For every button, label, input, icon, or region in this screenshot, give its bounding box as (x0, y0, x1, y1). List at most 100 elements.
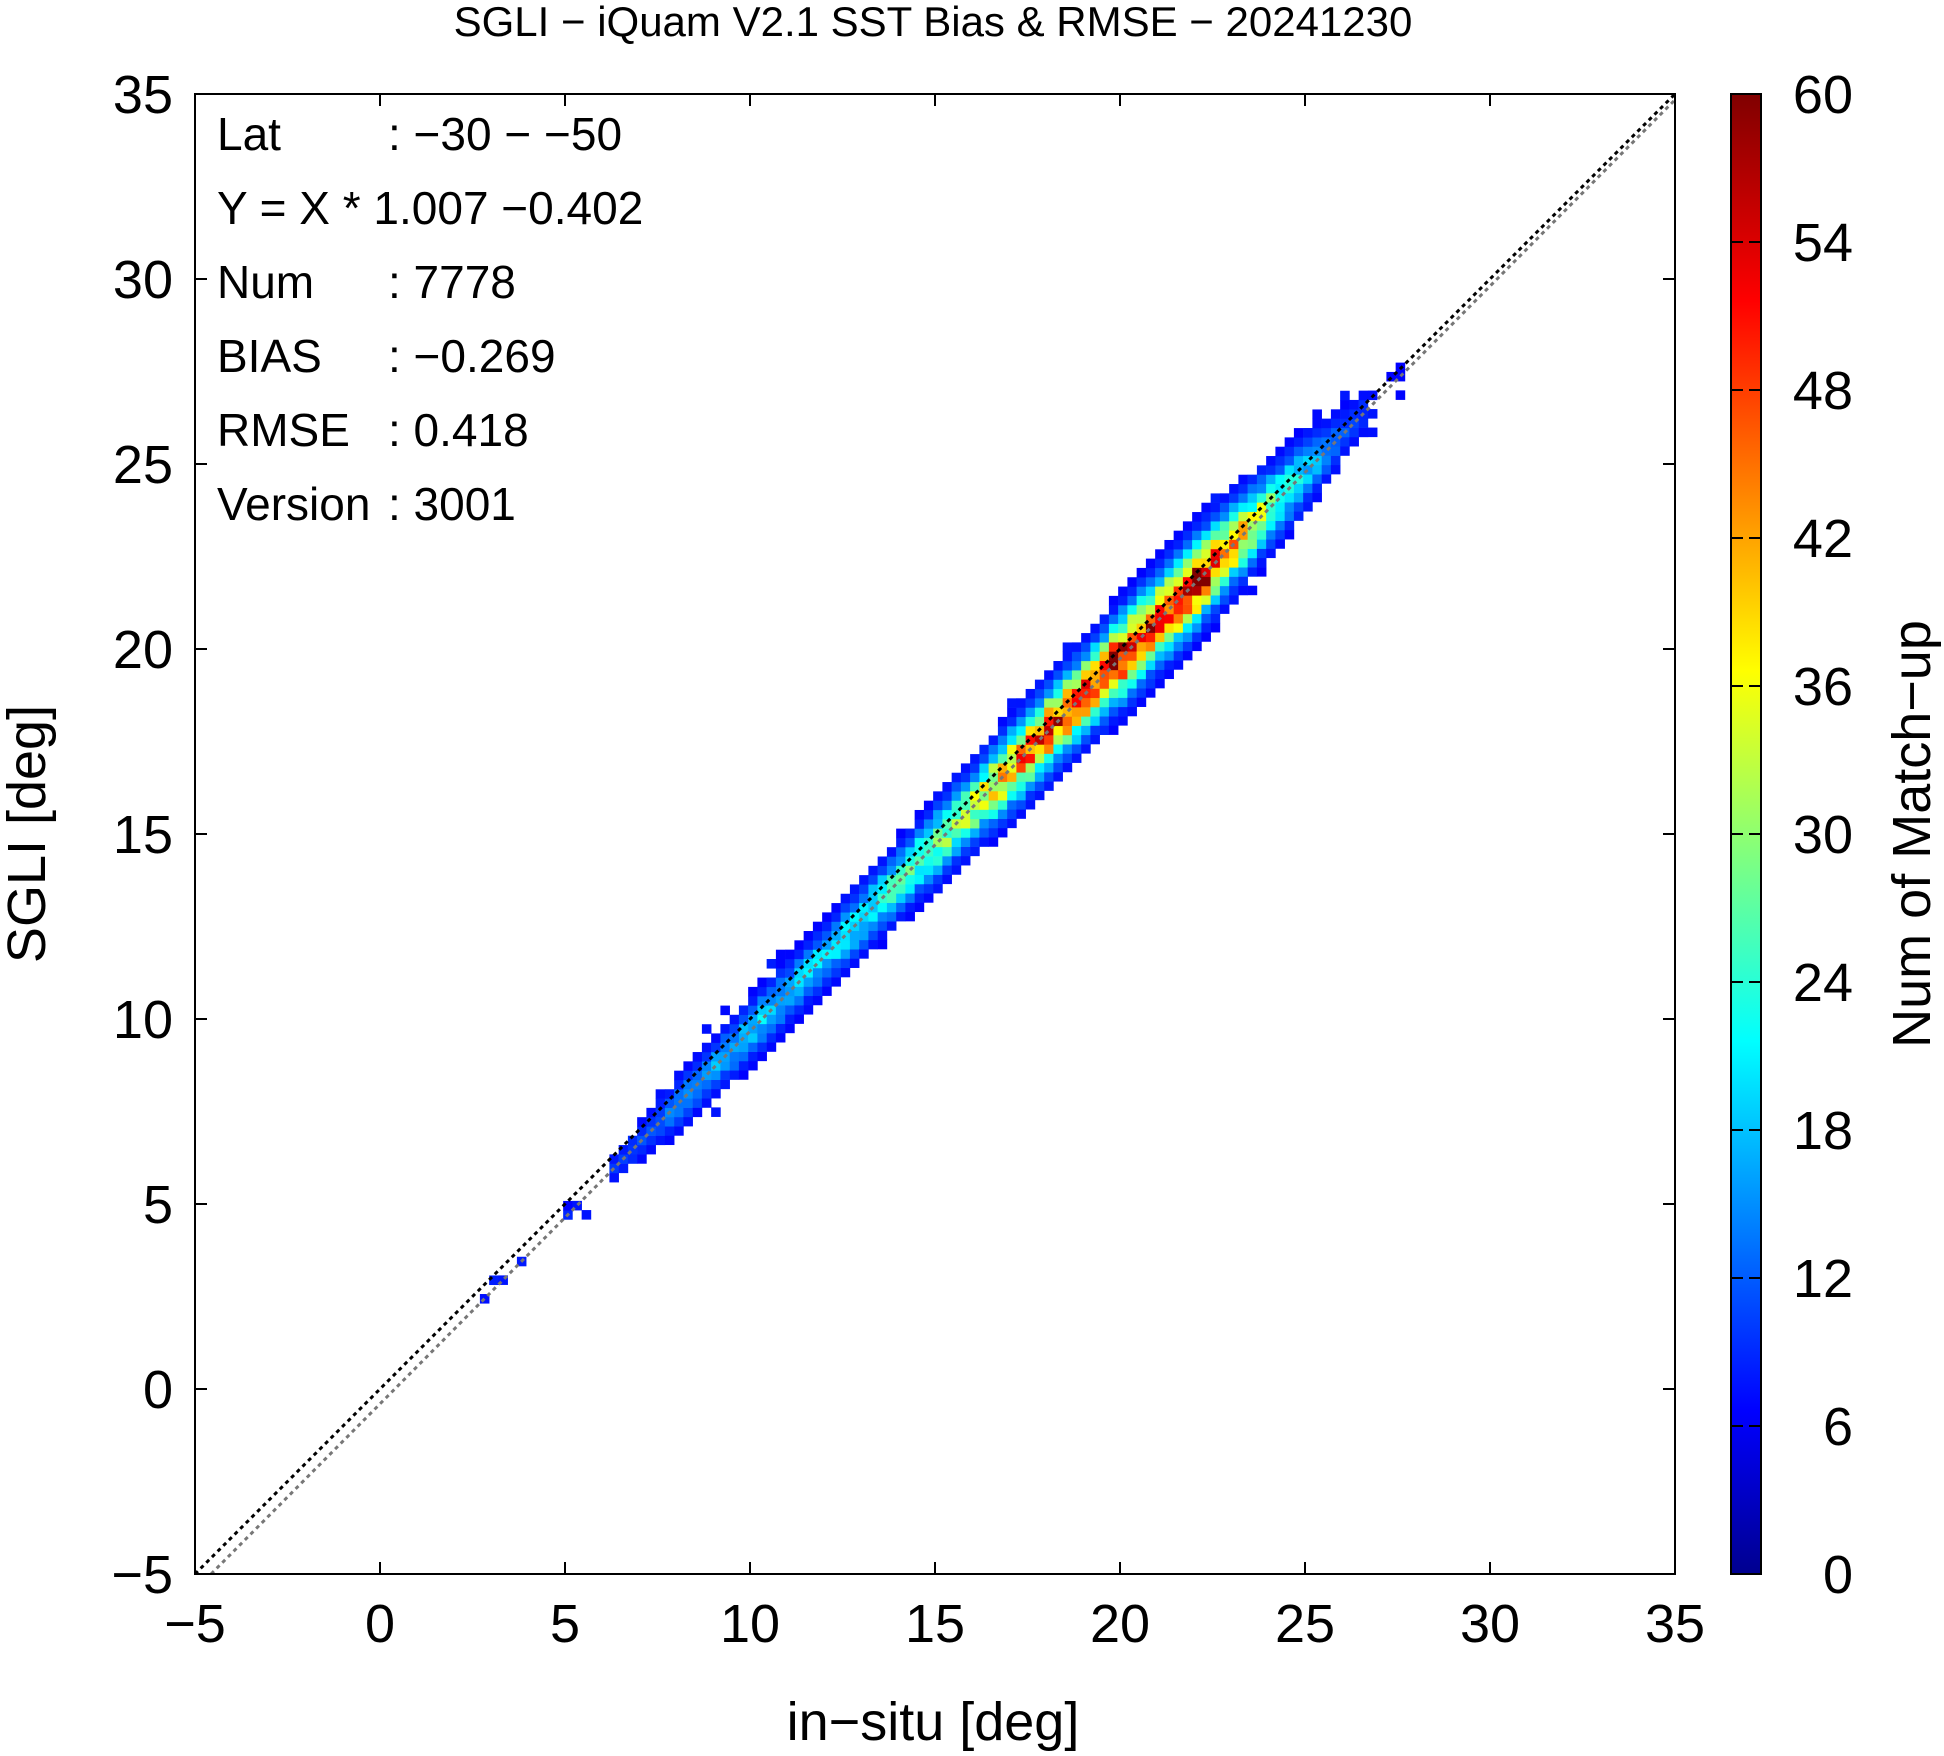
density-cell (1034, 698, 1045, 708)
density-cell (886, 856, 897, 866)
x-tick-label: 5 (550, 1594, 580, 1654)
density-cell (1219, 511, 1230, 522)
density-cell (970, 846, 980, 857)
colorbar-tick-label: 48 (1793, 361, 1853, 421)
density-cell (729, 1051, 740, 1062)
density-cell (988, 818, 999, 829)
density-cell (1090, 623, 1100, 634)
y-axis-ticks: −5 0 5 10 15 20 25 30 35 (111, 65, 1675, 1605)
density-cell (1275, 539, 1285, 549)
chart-title: SGLI − iQuam V2.1 SST Bias & RMSE − 2024… (454, 0, 1413, 45)
density-cell (951, 772, 962, 783)
density-cell (785, 968, 795, 978)
density-cell (1127, 651, 1137, 661)
density-cell (1099, 716, 1110, 726)
density-cell (1173, 632, 1184, 642)
density-cell (1219, 576, 1230, 587)
density-cell (1136, 669, 1147, 680)
density-cell (831, 958, 841, 969)
density-cell (1201, 502, 1211, 513)
density-cell (905, 837, 915, 848)
density-cell (997, 763, 1008, 773)
density-cell (859, 875, 869, 885)
density-cell (1007, 781, 1017, 792)
density-cell (812, 930, 823, 941)
density-cell (674, 1070, 684, 1081)
density-cell (1044, 670, 1054, 680)
density-cell (1303, 437, 1313, 447)
density-cell (896, 893, 906, 903)
density-cell (1284, 446, 1295, 457)
density-cell (1007, 809, 1017, 819)
density-cell (1164, 641, 1174, 652)
density-cell (794, 1005, 804, 1015)
density-cell (1201, 613, 1211, 624)
density-cell (1136, 641, 1147, 652)
density-cell (1330, 464, 1341, 475)
density-cell (988, 763, 999, 773)
density-cell (1173, 641, 1184, 652)
density-cell (1238, 511, 1248, 522)
density-cell (1136, 604, 1147, 615)
density-cell (1266, 474, 1276, 485)
density-cell (923, 856, 934, 866)
density-cell (1127, 577, 1137, 587)
density-cell (960, 772, 971, 783)
density-cell (738, 1070, 749, 1080)
density-cell (738, 1023, 749, 1034)
density-cell (923, 800, 934, 811)
density-cell (960, 763, 971, 773)
density-cell (1099, 642, 1110, 652)
colorbar-tick-label: 12 (1793, 1249, 1853, 1309)
density-cell (1210, 585, 1221, 596)
density-cell (1145, 577, 1156, 587)
density-cell (1053, 744, 1063, 754)
density-cell (1321, 464, 1332, 475)
density-cell (1229, 511, 1239, 522)
density-cell (1303, 455, 1313, 466)
density-cell (822, 967, 832, 978)
density-cell (1256, 557, 1267, 568)
density-cell (1062, 716, 1073, 726)
density-cell (1062, 725, 1073, 736)
density-cell (923, 837, 934, 848)
density-cell (896, 911, 906, 922)
density-cell (803, 958, 814, 969)
density-cell (1099, 614, 1110, 624)
density-cell (1062, 660, 1073, 671)
density-cell (692, 1107, 703, 1118)
colorbar-tick-label: 54 (1793, 213, 1853, 273)
density-cell (720, 1005, 730, 1016)
density-cell (775, 1023, 786, 1034)
density-cell (711, 1107, 721, 1117)
density-cell (1136, 614, 1147, 624)
density-cell (942, 809, 952, 820)
density-cell (479, 1294, 490, 1304)
density-cell (766, 1033, 777, 1043)
density-cell (1293, 474, 1304, 484)
density-cell (896, 837, 906, 848)
density-cell (1256, 539, 1267, 549)
density-cell (1016, 790, 1026, 801)
density-cell (748, 1014, 758, 1025)
density-cell (1303, 446, 1313, 457)
density-cell (683, 1098, 693, 1108)
density-cell (1247, 567, 1258, 577)
colorbar-tick-label: 24 (1793, 953, 1853, 1013)
density-cell (701, 1024, 712, 1034)
density-cell (692, 1089, 703, 1099)
density-cell (970, 818, 980, 829)
density-cell (1284, 502, 1295, 512)
density-cell (812, 967, 823, 978)
density-cell (877, 874, 888, 885)
density-cell (849, 958, 860, 968)
density-cell (1173, 530, 1184, 541)
density-cell (923, 874, 934, 885)
density-cell (1358, 399, 1369, 410)
density-cell (1108, 688, 1119, 698)
density-cell (692, 1061, 703, 1071)
density-cell (674, 1116, 684, 1127)
density-cell (1127, 688, 1137, 698)
density-cell (1081, 734, 1091, 745)
density-cell (822, 930, 832, 941)
